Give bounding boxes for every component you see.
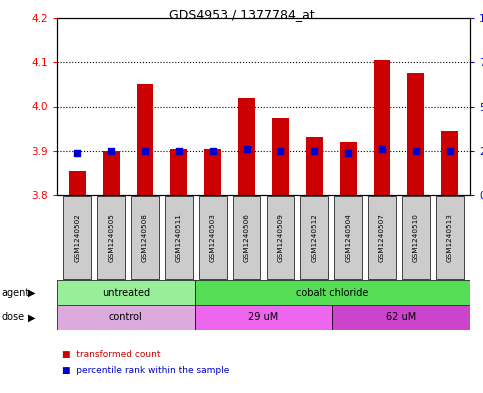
Text: 62 uM: 62 uM: [386, 312, 416, 323]
Point: [107, 148, 115, 154]
Text: control: control: [109, 312, 142, 323]
Bar: [57, 305, 195, 330]
Text: GSM1240502: GSM1240502: [74, 213, 80, 262]
Bar: [199, 196, 227, 279]
Bar: [272, 118, 289, 195]
Text: GSM1240512: GSM1240512: [311, 213, 317, 262]
Bar: [137, 84, 154, 195]
Point: [311, 148, 318, 154]
Bar: [233, 196, 260, 279]
Text: GSM1240504: GSM1240504: [345, 213, 351, 262]
Text: GSM1240509: GSM1240509: [277, 213, 284, 262]
Bar: [267, 196, 294, 279]
Bar: [195, 305, 332, 330]
Bar: [340, 142, 356, 195]
Bar: [300, 196, 328, 279]
Bar: [306, 138, 323, 195]
Bar: [436, 196, 464, 279]
Point: [277, 148, 284, 154]
Text: GSM1240506: GSM1240506: [243, 213, 250, 262]
Bar: [402, 196, 430, 279]
Point: [209, 148, 216, 154]
Bar: [165, 196, 193, 279]
Point: [73, 149, 81, 156]
Text: untreated: untreated: [102, 288, 150, 298]
Text: dose: dose: [1, 312, 25, 323]
Bar: [332, 305, 470, 330]
Bar: [195, 280, 470, 305]
Bar: [407, 73, 424, 195]
Point: [378, 146, 386, 152]
Text: GSM1240513: GSM1240513: [447, 213, 453, 262]
Text: GSM1240508: GSM1240508: [142, 213, 148, 262]
Text: GSM1240511: GSM1240511: [176, 213, 182, 262]
Point: [243, 146, 251, 152]
Text: ▶: ▶: [28, 288, 35, 298]
Bar: [170, 149, 187, 195]
Text: ▶: ▶: [28, 312, 35, 323]
Bar: [373, 60, 390, 195]
Text: GSM1240510: GSM1240510: [413, 213, 419, 262]
Point: [344, 149, 352, 156]
Text: GSM1240503: GSM1240503: [210, 213, 216, 262]
Bar: [63, 196, 91, 279]
Point: [446, 148, 454, 154]
Text: GDS4953 / 1377784_at: GDS4953 / 1377784_at: [169, 8, 314, 21]
Text: 29 uM: 29 uM: [248, 312, 279, 323]
Point: [412, 148, 420, 154]
Text: GSM1240505: GSM1240505: [108, 213, 114, 262]
Bar: [368, 196, 396, 279]
Bar: [131, 196, 159, 279]
Bar: [103, 151, 120, 195]
Text: cobalt chloride: cobalt chloride: [296, 288, 369, 298]
Text: ■  percentile rank within the sample: ■ percentile rank within the sample: [62, 366, 229, 375]
Text: agent: agent: [1, 288, 29, 298]
Point: [175, 148, 183, 154]
Bar: [334, 196, 362, 279]
Bar: [204, 149, 221, 195]
Text: ■  transformed count: ■ transformed count: [62, 350, 160, 359]
Bar: [57, 280, 195, 305]
Bar: [441, 131, 458, 195]
Point: [141, 148, 149, 154]
Bar: [69, 171, 86, 195]
Bar: [238, 97, 255, 195]
Text: GSM1240507: GSM1240507: [379, 213, 385, 262]
Bar: [97, 196, 125, 279]
